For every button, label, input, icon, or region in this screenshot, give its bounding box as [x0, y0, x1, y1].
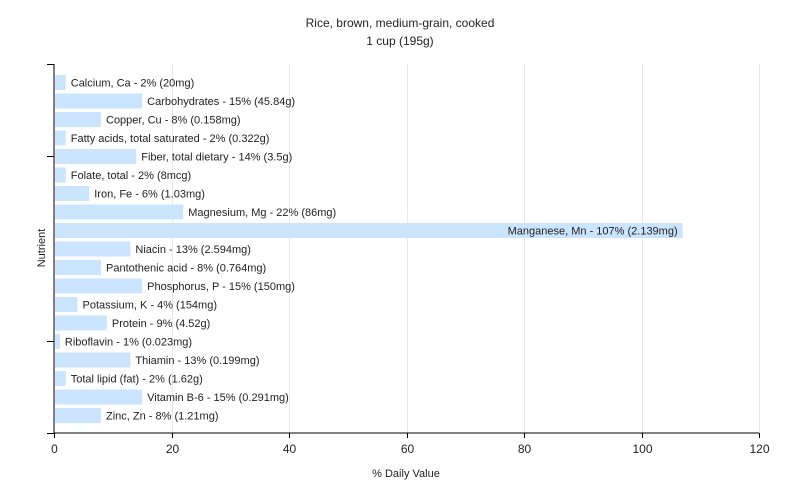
x-tick-label-2: 40 [283, 442, 297, 456]
bar-2 [55, 112, 101, 127]
bar-label-11: Phosphorus, P - 15% (150mg) [147, 281, 295, 293]
text-layer: Rice, brown, medium-grain, cooked 1 cup … [36, 16, 494, 480]
bar-label-0: Calcium, Ca - 2% (20mg) [71, 78, 194, 90]
bar-13 [55, 315, 107, 331]
y-axis-label: Nutrient [36, 229, 48, 268]
x-tick-label-0: 0 [51, 442, 58, 456]
bar-6 [55, 186, 90, 201]
bar-11 [55, 278, 143, 294]
bar-15 [55, 352, 131, 368]
bar-4 [55, 149, 137, 164]
bar-label-12: Potassium, K - 4% (154mg) [83, 300, 218, 312]
bar-label-4: Fiber, total dietary - 14% (3.5g) [141, 152, 292, 164]
bar-1 [55, 93, 143, 109]
bar-label-14: Riboflavin - 1% (0.023mg) [65, 337, 192, 349]
bar-8 [55, 223, 683, 238]
axis-layer: 0 20 40 60 80 100 120 [47, 64, 770, 456]
grid-layer [172, 64, 760, 433]
bar-label-18: Zinc, Zn - 8% (1.21mg) [106, 411, 218, 423]
bar-label-7: Magnesium, Mg - 22% (86mg) [188, 207, 336, 219]
bar-5 [55, 167, 66, 183]
bar-label-10: Pantothenic acid - 8% (0.764mg) [106, 263, 266, 275]
x-tick-label-6: 120 [749, 442, 769, 456]
bar-3 [55, 130, 66, 146]
bar-label-9: Niacin - 13% (2.594mg) [135, 244, 251, 256]
bar-9 [55, 241, 131, 257]
bar-label-16: Total lipid (fat) - 2% (1.62g) [71, 374, 203, 386]
bar-0 [55, 75, 66, 90]
bar-14 [55, 334, 60, 349]
chart-title: Rice, brown, medium-grain, cooked [306, 16, 495, 30]
x-tick-label-1: 20 [166, 442, 180, 456]
bar-label-5: Folate, total - 2% (8mcg) [71, 170, 191, 182]
bar-10 [55, 260, 101, 275]
x-tick-label-3: 60 [401, 442, 415, 456]
bar-17 [55, 389, 143, 405]
chart-subtitle: 1 cup (195g) [366, 34, 433, 48]
bar-18 [55, 408, 101, 423]
bar-layer: Calcium, Ca - 2% (20mg) Carbohydrates - 1… [55, 75, 683, 423]
x-tick-label-5: 100 [632, 442, 652, 456]
bar-label-8: Manganese, Mn - 107% (2.139mg) [508, 226, 678, 238]
bar-label-15: Thiamin - 13% (0.199mg) [135, 355, 259, 367]
bar-label-2: Copper, Cu - 8% (0.158mg) [106, 115, 241, 127]
x-tick-label-4: 80 [518, 442, 532, 456]
bar-7 [55, 204, 184, 220]
bar-label-3: Fatty acids, total saturated - 2% (0.322… [71, 133, 270, 145]
x-axis-label: % Daily Value [372, 468, 440, 480]
bar-label-13: Protein - 9% (4.52g) [112, 318, 210, 330]
bar-16 [55, 371, 66, 386]
bar-label-6: Iron, Fe - 6% (1.03mg) [94, 189, 205, 201]
bar-label-17: Vitamin B-6 - 15% (0.291mg) [147, 392, 289, 404]
bar-label-1: Carbohydrates - 15% (45.84g) [147, 96, 295, 108]
bar-12 [55, 297, 78, 312]
